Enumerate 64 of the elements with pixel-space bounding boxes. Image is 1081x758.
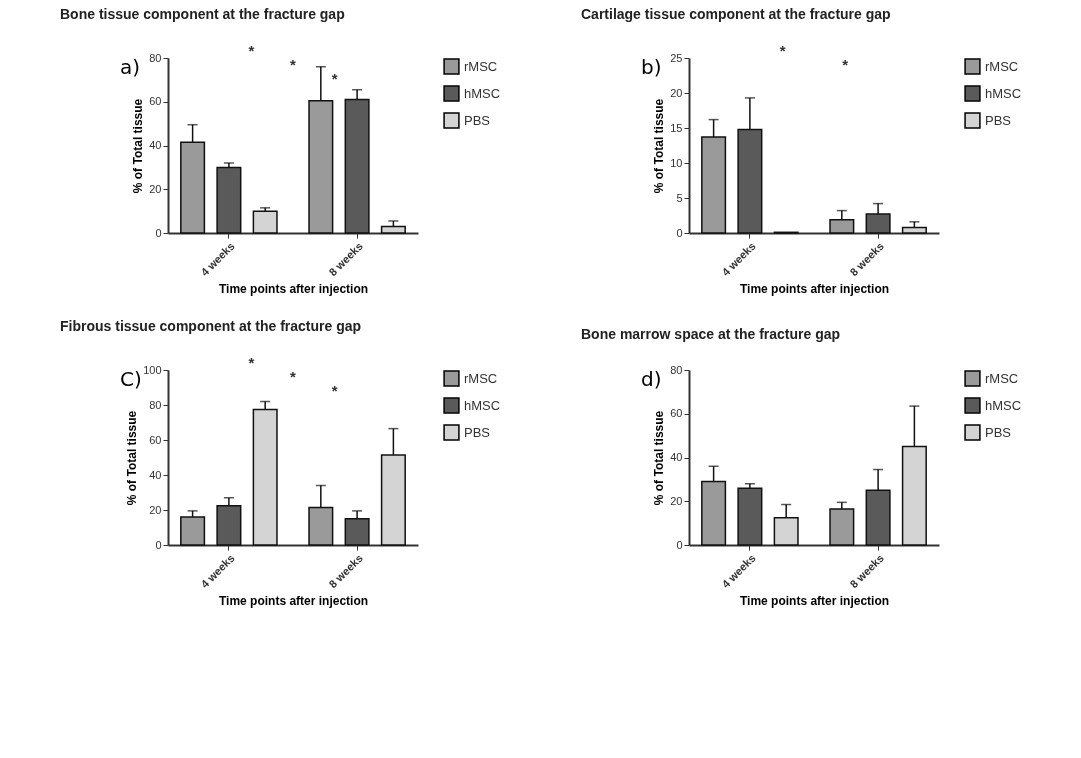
- annotation: *: [248, 354, 255, 371]
- chart-title: Fibrous tissue component at the fracture gap: [60, 318, 362, 334]
- y-tick-label: 10: [670, 156, 683, 169]
- text: d): [641, 367, 662, 391]
- y-tick-label: 20: [670, 494, 683, 507]
- y-axis-title: % of Total tissue: [652, 98, 667, 194]
- y-tick-label: 40: [149, 468, 162, 481]
- y-tick-label: 5: [676, 191, 683, 204]
- chart-title: Cartilage tissue component at the fracture gap: [581, 6, 891, 22]
- y-tick-label: 0: [676, 538, 683, 551]
- y-axis-title: % of Total tissue: [652, 410, 667, 506]
- bar: [380, 225, 406, 234]
- annotation: *: [248, 42, 255, 59]
- y-tick-label: 25: [670, 51, 683, 64]
- legend-label: hMSC: [985, 397, 1022, 413]
- legend-label: hMSC: [464, 85, 501, 101]
- y-axis-title: % of Total tissue: [125, 410, 140, 506]
- legend-label: hMSC: [464, 397, 501, 413]
- legend-label: hMSC: [985, 85, 1022, 101]
- legend-label: PBS: [464, 424, 491, 440]
- bar: [180, 516, 206, 546]
- legend-label: PBS: [985, 424, 1012, 440]
- y-axis-title: % of Total tissue: [131, 98, 146, 194]
- legend-label: PBS: [464, 112, 491, 128]
- y-tick-label: 100: [143, 363, 162, 376]
- y-tick-label: 20: [149, 503, 162, 516]
- y-tick-label: 40: [670, 451, 683, 463]
- x-axis-title: Time points after injection: [739, 282, 890, 297]
- y-tick-label: 80: [149, 398, 162, 411]
- bar: [216, 166, 242, 234]
- x-axis-title: Time points after injection: [739, 594, 890, 609]
- annotation: *: [290, 368, 297, 385]
- y-tick-label: 60: [670, 407, 683, 420]
- bar: [252, 210, 278, 234]
- chart-title: Bone marrow space at the fracture gap: [581, 326, 841, 342]
- text: C): [120, 367, 142, 391]
- annotation: *: [331, 70, 338, 87]
- bar: [737, 487, 763, 546]
- legend-label: rMSC: [985, 370, 1019, 386]
- legend-label: rMSC: [464, 370, 498, 386]
- annotation: *: [842, 56, 849, 73]
- y-tick-label: 20: [670, 86, 683, 99]
- y-tick-label: 80: [670, 363, 683, 376]
- y-tick-label: 60: [149, 95, 162, 108]
- y-tick-label: 40: [149, 139, 162, 151]
- legend-label: PBS: [985, 112, 1012, 128]
- y-tick-label: 0: [155, 226, 162, 239]
- y-tick-label: 20: [149, 182, 162, 195]
- text: b): [641, 55, 662, 79]
- y-tick-label: 60: [149, 433, 162, 446]
- annotation: *: [779, 42, 786, 59]
- annotation: *: [331, 382, 338, 399]
- y-tick-label: 80: [149, 51, 162, 64]
- x-axis-title: Time points after injection: [218, 282, 369, 297]
- y-tick-label: 15: [670, 121, 683, 134]
- bar: [901, 226, 927, 234]
- legend-label: rMSC: [464, 58, 498, 74]
- y-tick-label: 0: [155, 538, 162, 551]
- chart-title: Bone tissue component at the fracture gap: [60, 6, 345, 22]
- text: a): [120, 55, 141, 79]
- annotation: *: [290, 56, 297, 73]
- legend-label: rMSC: [985, 58, 1019, 74]
- y-tick-label: 0: [676, 226, 683, 239]
- x-axis-title: Time points after injection: [218, 594, 369, 609]
